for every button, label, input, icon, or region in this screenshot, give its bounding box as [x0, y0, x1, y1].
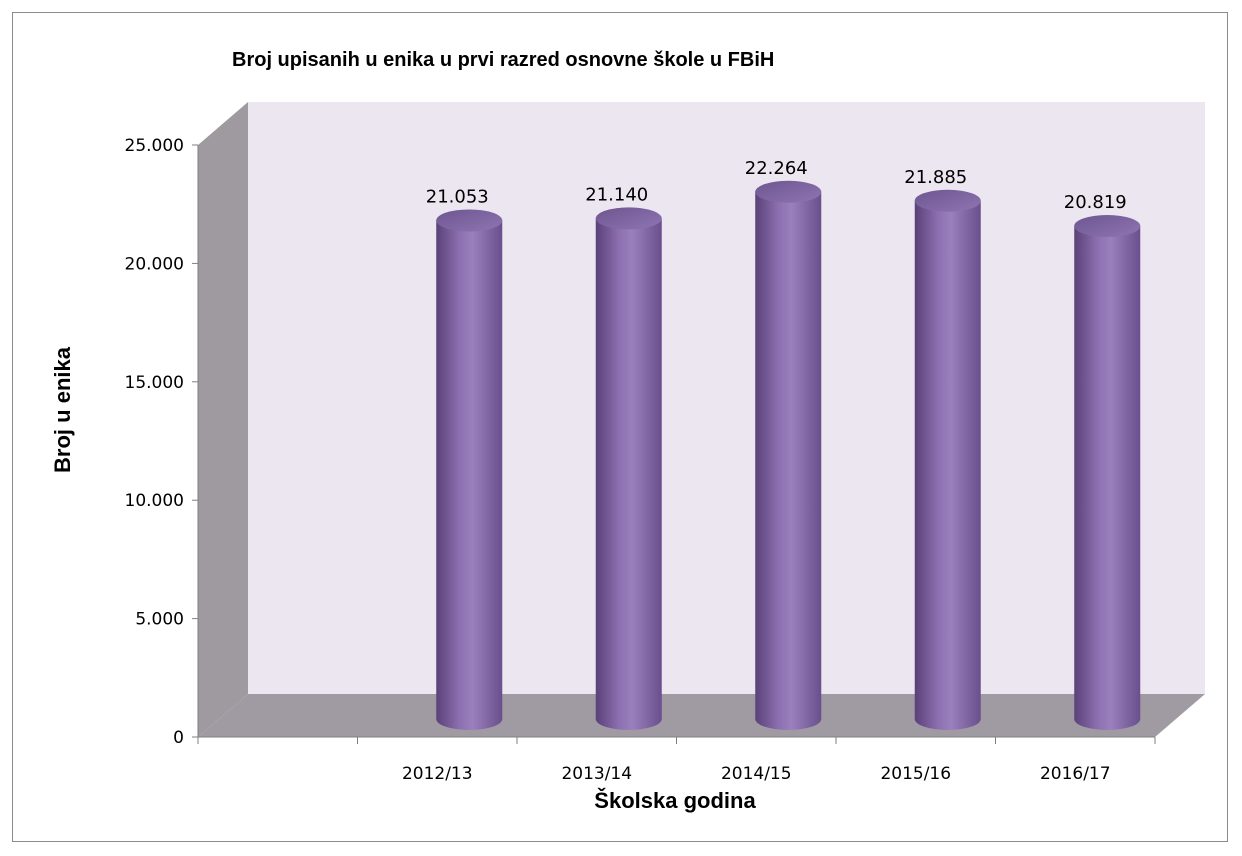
bar-series: [436, 180, 1141, 731]
y-axis: 0 5.000 10.000 15.000 20.000 25.000 2012/13 201…: [125, 136, 1156, 784]
data-label: 21.885: [904, 167, 967, 188]
side-wall: [198, 102, 248, 737]
data-labels: 21.053 21.140 22.264 21.885 20.819: [426, 158, 1127, 213]
bar-body: [1074, 226, 1141, 731]
bar: [914, 189, 981, 731]
bar: [1074, 215, 1141, 731]
y-tick-label: 15.000: [125, 373, 184, 393]
data-label: 20.819: [1064, 192, 1127, 213]
floor: [198, 694, 1205, 737]
bar-body: [914, 200, 981, 731]
x-tick-label: 2016/17: [1040, 764, 1111, 784]
bar-body: [595, 218, 662, 731]
x-tick-label: 2012/13: [402, 764, 473, 784]
bar: [436, 209, 503, 731]
bar-body: [755, 191, 822, 731]
bar-body: [436, 220, 503, 731]
bar-top: [914, 189, 981, 212]
chart-walls: [198, 102, 1205, 737]
x-tick-label: 2014/15: [721, 764, 792, 784]
y-tick-label: 5.000: [135, 610, 184, 630]
x-tick-label: 2013/14: [561, 764, 632, 784]
y-tick-label: 10.000: [125, 491, 184, 511]
data-label: 21.140: [585, 184, 648, 205]
x-tick-label: 2015/16: [880, 764, 951, 784]
y-tick-label: 20.000: [125, 254, 184, 274]
bar-top: [1074, 215, 1141, 238]
y-tick-label: 0: [173, 728, 184, 748]
bar-top: [755, 180, 822, 203]
data-label: 22.264: [745, 158, 808, 179]
y-axis-title: Broj u enika: [50, 346, 75, 473]
bar-top: [436, 209, 503, 232]
bar: [755, 180, 822, 731]
back-wall: [248, 102, 1205, 694]
y-tick-label: 25.000: [125, 136, 184, 156]
x-axis-title: Školska godina: [594, 788, 756, 813]
data-label: 21.053: [426, 186, 489, 207]
bar: [595, 207, 662, 731]
bar-top: [595, 207, 662, 230]
chart-title: Broj upisanih u enika u prvi razred osno…: [232, 49, 774, 71]
